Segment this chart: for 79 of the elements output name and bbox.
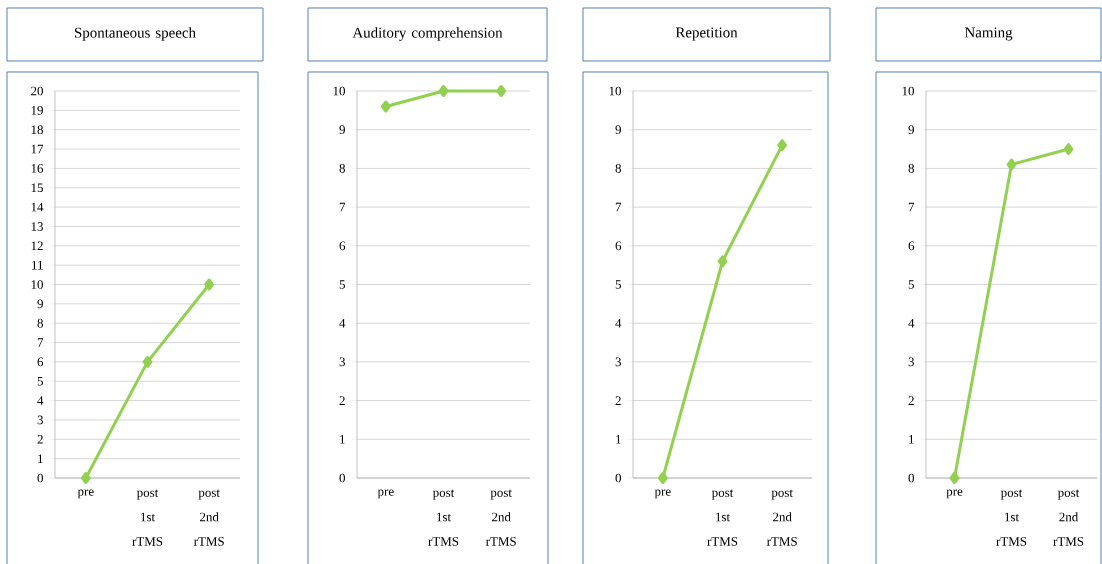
y-tick-label: 20 [31,86,43,96]
y-tick-label: 18 [31,125,43,135]
point [204,278,215,291]
y-tick-label: 3 [339,357,345,367]
y-tick-label: 4 [339,318,346,328]
category-label: post 1st rTMS [996,489,1027,546]
y-tick-label: 6 [37,357,44,367]
y-tick-label: 9 [615,125,621,135]
y-tick-label: 5 [37,376,43,386]
y-tick-label: 17 [31,144,44,154]
y-tick-label: 9 [339,125,345,135]
y-tick-label: 0 [37,473,43,483]
y-tick-label: 7 [908,202,915,212]
chart-title: Repetition [675,27,738,41]
y-tick-label: 10 [902,86,914,96]
y-tick-label: 10 [333,86,345,96]
y-tick-label: 3 [615,357,621,367]
y-tick-label: 1 [909,435,914,444]
point [80,472,91,484]
y-tick-label: 13 [31,222,43,231]
y-tick-label: 5 [339,280,345,289]
x-tick-label: pre [946,489,963,499]
y-tick-label: 11 [32,260,43,270]
point [949,472,960,484]
y-tick-label: 1 [38,454,43,463]
y-tick-label: 8 [908,164,914,173]
x-tick-label: pre [77,489,94,499]
y-tick-label: 10 [31,280,43,289]
y-tick-label: 4 [615,318,622,328]
y-tick-label: 14 [31,202,44,212]
category-label: post 2nd rTMS [485,489,516,546]
y-tick-label: 3 [908,357,914,367]
y-tick-label: 12 [31,241,43,251]
y-tick-label: 0 [908,473,914,483]
y-tick-label: 4 [37,396,44,405]
y-tick-label: 2 [37,435,43,444]
y-tick-label: 0 [615,473,621,483]
y-tick-label: 5 [615,280,621,289]
point [1063,143,1074,156]
y-tick-label: 0 [339,473,345,483]
category-label: post 1st rTMS [428,489,459,546]
chart-title: Naming [964,27,1013,41]
y-tick-label: 4 [908,318,915,328]
category-label: post 2nd rTMS [766,489,797,546]
y-tick-label: 8 [339,164,345,173]
y-tick-label: 19 [31,105,43,115]
y-tick-label: 1 [616,435,621,444]
point [657,472,668,484]
category-label: post 1st rTMS [132,489,163,546]
y-tick-label: 6 [615,241,622,251]
y-tick-label: 7 [615,202,622,212]
point [717,255,728,268]
y-tick-label: 9 [908,125,914,135]
y-tick-label: 9 [37,299,43,309]
category-label: post 2nd rTMS [193,489,224,546]
y-tick-label: 15 [31,183,43,193]
y-tick-label: 7 [37,338,44,347]
y-tick-label: 6 [339,241,346,251]
chart-title: Spontaneous speech [74,27,196,41]
y-tick-label: 8 [37,318,43,328]
y-tick-label: 8 [615,164,621,173]
x-tick-label: pre [377,489,394,499]
y-tick-label: 5 [908,280,914,289]
point [142,355,153,368]
category-label: post 2nd rTMS [1053,489,1084,546]
y-tick-label: 2 [339,396,345,405]
y-tick-label: 7 [339,202,346,212]
y-tick-label: 10 [609,86,621,96]
y-tick-label: 16 [31,164,44,173]
point [777,139,788,152]
y-tick-label: 2 [908,396,914,405]
x-tick-label: pre [654,489,671,499]
point [1006,158,1017,171]
y-tick-label: 2 [615,396,621,405]
y-tick-label: 3 [37,415,43,425]
y-tick-label: 1 [340,435,345,444]
category-label: post 1st rTMS [707,489,738,546]
y-tick-label: 6 [908,241,915,251]
chart-title: Auditory comprehension [352,27,503,41]
